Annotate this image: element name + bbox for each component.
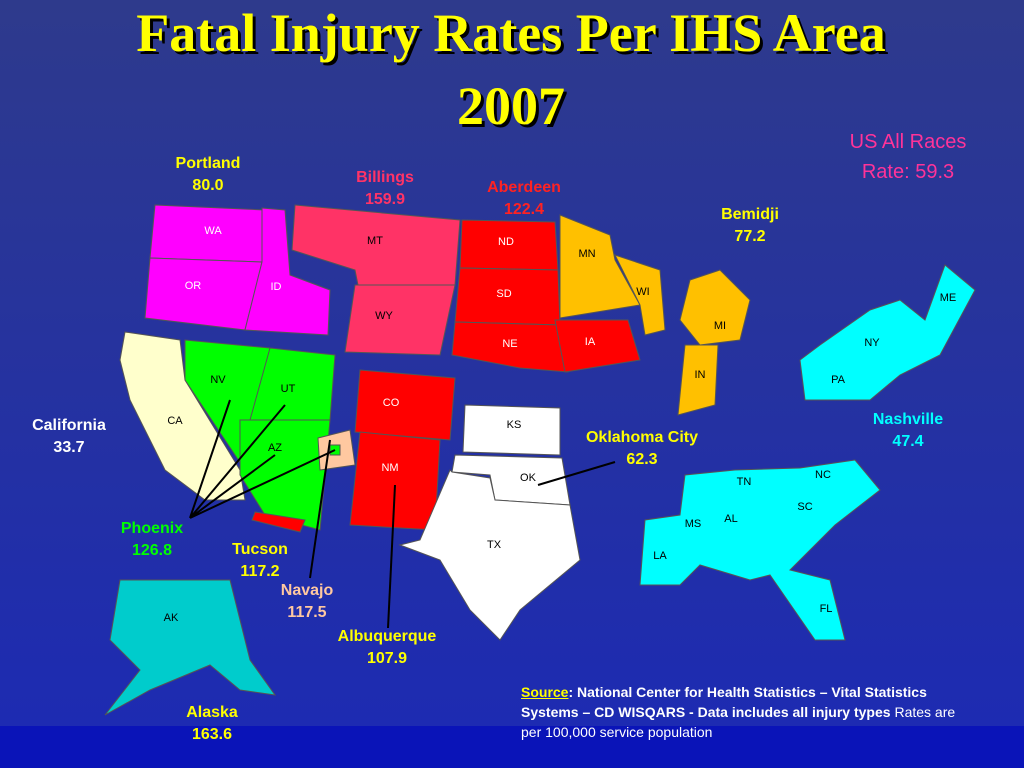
state-label: FL: [820, 603, 833, 615]
area-rate: 33.7: [53, 439, 84, 456]
title: Fatal Injury Rates Per IHS Area: [136, 3, 885, 63]
area-name: Portland: [176, 155, 241, 172]
area-rate: 126.8: [132, 542, 172, 559]
state-label: AK: [164, 612, 179, 624]
state-label: CO: [383, 397, 400, 409]
state: [344, 284, 456, 356]
area-labels: Portland 80.0 Billings 159.9 Aberdeen 122.4 Be…: [32, 155, 943, 743]
state-label: TN: [737, 476, 752, 488]
state-label: LA: [653, 550, 667, 562]
state-label: MT: [367, 235, 383, 247]
footer-band: [0, 726, 1024, 768]
area-name: California: [32, 417, 106, 434]
leader-line: [537, 461, 616, 486]
state: [119, 331, 246, 501]
area-rate: 159.9: [365, 191, 405, 208]
state-label: NC: [815, 469, 831, 481]
state-label: IN: [695, 369, 706, 381]
state-label: UT: [281, 383, 296, 395]
state: [349, 431, 441, 531]
state-label: MI: [714, 320, 726, 332]
state-label: AZ: [268, 442, 282, 454]
state: [799, 264, 976, 401]
state: [639, 459, 881, 641]
state: [614, 254, 666, 336]
state: [559, 214, 641, 319]
state-label: SC: [797, 501, 812, 513]
tucson-area: [251, 511, 306, 533]
title-shadow: 2007: [460, 79, 568, 139]
state: [462, 404, 561, 456]
area-name: Navajo: [281, 582, 334, 599]
state-label: NY: [864, 337, 880, 349]
area-name: Bemidji: [721, 206, 779, 223]
area-name: Tucson: [232, 541, 288, 558]
state: [677, 344, 719, 416]
us-label: US All Races: [850, 131, 967, 153]
area-rate: 80.0: [192, 177, 223, 194]
state-label: OR: [185, 280, 202, 292]
state-label: TX: [487, 539, 502, 551]
leaders: [189, 399, 616, 629]
area-name: Albuquerque: [338, 628, 437, 645]
state-label: CA: [167, 415, 183, 427]
state-label: WI: [636, 286, 649, 298]
state: [451, 321, 569, 373]
area-rate: 117.2: [240, 563, 279, 580]
state: [144, 257, 263, 331]
state-label: ID: [271, 281, 282, 293]
state-label: WA: [204, 225, 222, 237]
leader-line: [387, 484, 396, 629]
title-shadow: Fatal Injury Rates Per IHS Area: [139, 6, 888, 66]
state-label: NE: [502, 338, 517, 350]
state-label: OK: [520, 472, 537, 484]
area-rate: 77.2: [734, 228, 765, 245]
state-label: NV: [210, 374, 226, 386]
area-name: Billings: [356, 169, 414, 186]
state: [554, 319, 641, 373]
state: [104, 579, 277, 716]
leader-line: [309, 439, 331, 579]
state-label: KS: [507, 419, 522, 431]
area-name: Aberdeen: [487, 179, 561, 196]
state-label: PA: [831, 374, 846, 386]
state: [679, 269, 751, 346]
area-name: Alaska: [186, 704, 238, 721]
source-label: Source: [521, 684, 569, 700]
state-label: IA: [585, 336, 596, 348]
state-label: ND: [498, 236, 514, 248]
states: [104, 204, 976, 716]
state-label: MN: [578, 248, 595, 260]
state: [244, 207, 331, 336]
source-text: : National Center for Health Statistics …: [521, 684, 927, 720]
area-rate: 47.4: [892, 433, 923, 450]
area-rate: 62.3: [626, 451, 657, 468]
us-rate: Rate: 59.3: [862, 161, 954, 183]
title: 2007: [457, 76, 565, 136]
area-name: Nashville: [873, 411, 943, 428]
area-name: Phoenix: [121, 520, 183, 537]
state-label: ME: [940, 292, 957, 304]
state: [398, 469, 581, 641]
state-label: AL: [724, 513, 737, 525]
area-rate: 163.6: [192, 726, 232, 743]
leader-line: [189, 399, 336, 519]
state-label: MS: [685, 518, 702, 530]
area-rate: 107.9: [367, 650, 407, 667]
source-note: Rates are per 100,000 service population: [521, 704, 956, 740]
state: [354, 369, 456, 441]
area-rate: 122.4: [504, 201, 544, 218]
state-label: NM: [381, 462, 398, 474]
source: Source: National Center for Health Stati…: [521, 682, 971, 742]
area-name: Oklahoma City: [586, 429, 698, 446]
area-rate: 117.5: [287, 604, 326, 621]
state-label: SD: [496, 288, 511, 300]
state-label: WY: [375, 310, 393, 322]
state-labels: WA OR ID MT WY ND SD NE IA MN WI MI IN ME NY PA CA NV UT AZ…: [164, 225, 957, 624]
